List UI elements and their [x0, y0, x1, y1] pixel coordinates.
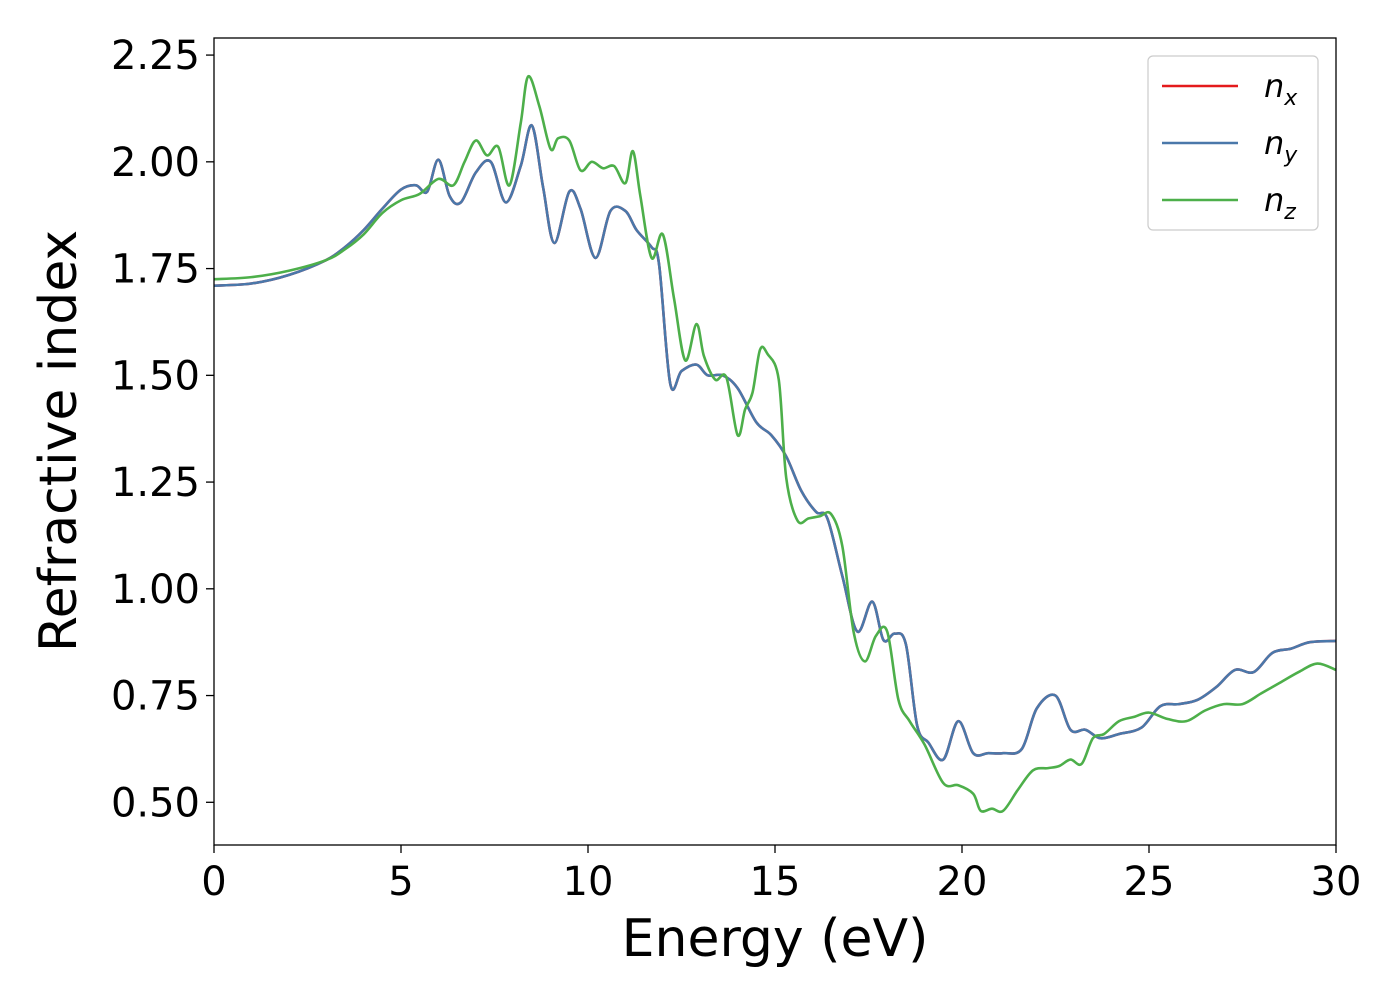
y-tick-label: 1.75 — [111, 247, 200, 293]
series-line-nz — [214, 75, 1336, 814]
y-tick-label: 2.25 — [111, 33, 200, 79]
y-tick-label: 1.00 — [111, 567, 200, 613]
y-axis-ticks: 0.50 0.75 1.00 1.25 1.50 1.75 2.00 2.25 — [111, 33, 214, 826]
legend-label-nz: nz — [1264, 181, 1296, 225]
x-axis-ticks: 0 5 10 15 20 25 30 — [201, 845, 1361, 905]
y-tick-label: 1.25 — [111, 460, 200, 506]
x-tick-label: 5 — [388, 859, 413, 905]
series-layer — [214, 75, 1336, 814]
y-tick-label: 0.50 — [111, 780, 200, 826]
x-tick-label: 15 — [750, 859, 801, 905]
y-axis-title: Refractive index — [29, 230, 89, 652]
legend-label-nx: nx — [1264, 67, 1298, 111]
y-tick-label: 0.75 — [111, 674, 200, 720]
legend-label-ny: ny — [1264, 124, 1298, 168]
x-axis-title: Energy (eV) — [622, 909, 929, 969]
legend: nx ny nz — [1147, 55, 1319, 231]
x-tick-label: 25 — [1124, 859, 1175, 905]
series-line-ny — [214, 124, 1336, 762]
legend-entries: nx ny nz — [1162, 67, 1298, 225]
y-tick-label: 1.50 — [111, 353, 200, 399]
x-tick-label: 30 — [1311, 859, 1362, 905]
y-tick-label: 2.00 — [111, 140, 200, 186]
x-tick-label: 10 — [563, 859, 614, 905]
x-tick-label: 20 — [937, 859, 988, 905]
x-tick-label: 0 — [201, 859, 226, 905]
